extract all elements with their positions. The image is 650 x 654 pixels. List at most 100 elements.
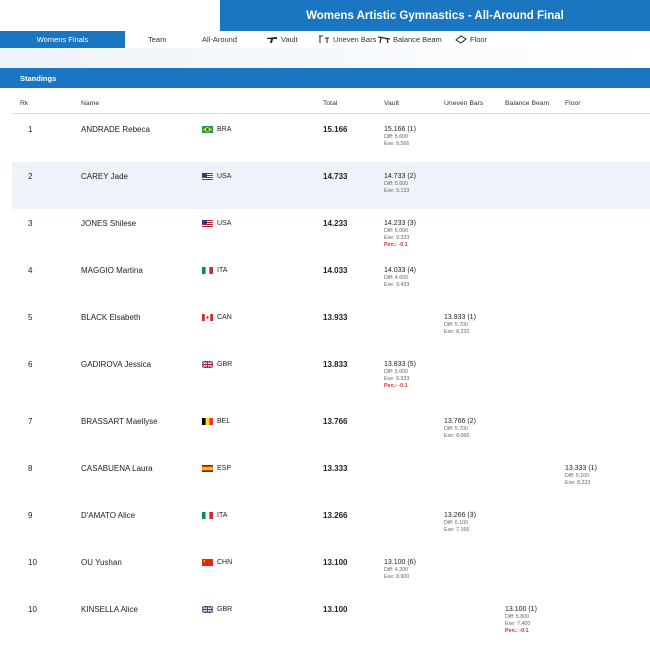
athlete-name[interactable]: CASABUENA Laura [81, 464, 153, 473]
difficulty-score: Diff: 6.100 [444, 520, 469, 526]
athlete-name[interactable]: CAREY Jade [81, 172, 128, 181]
apparatus-score: 13.266 (3) [444, 512, 476, 519]
vault-score-cell: 13.833 (5) Diff: 5.000 Exe: 8.933 Pen.: -0.… [384, 361, 416, 389]
country-code: GBR [217, 361, 233, 368]
table-row[interactable]: 5 BLACK Elsabeth CAN 13.933 13.933 (1) Diff: … [12, 303, 650, 350]
tab-all-around[interactable]: All-Around [202, 31, 237, 48]
flag-icon [202, 173, 213, 180]
tab-label: Vault [281, 35, 298, 44]
country-cell: ITA [202, 512, 227, 519]
table-row[interactable]: 1 ANDRADE Rebeca BRA 15.166 15.166 (1) Diff: … [12, 115, 650, 162]
decorative-band [0, 48, 650, 68]
table-row[interactable]: 10 OU Yushan CHN 13.100 13.100 (6) Diff: 4.20… [12, 548, 650, 595]
column-header-total: Total [323, 100, 338, 107]
tab-team[interactable]: Team [148, 31, 166, 48]
country-code: BEL [217, 418, 231, 425]
athlete-name[interactable]: D'AMATO Alice [81, 511, 136, 520]
tab-label: Balance Beam [393, 35, 442, 44]
rank-cell: 1 [28, 125, 33, 134]
total-score: 13.333 [323, 464, 348, 473]
total-score: 14.733 [323, 172, 348, 181]
rank-cell: 10 [28, 605, 37, 614]
apparatus-score: 13.833 (5) [384, 361, 416, 368]
tab-balance-beam[interactable]: Balance Beam [378, 31, 442, 48]
apparatus-score: 13.333 (1) [565, 465, 597, 472]
penalty-score: Pen.: -0.1 [384, 241, 408, 248]
column-header-balance-beam: Balance Beam [505, 100, 550, 107]
tab-floor[interactable]: Floor [455, 31, 487, 48]
column-header-uneven-bars: Uneven Bars [444, 100, 484, 107]
penalty-score: Pen.: -0.1 [384, 382, 408, 389]
flag-icon [202, 314, 213, 321]
floor-score-cell: 13.333 (1) Diff: 5.100 Exe: 8.233 [565, 465, 597, 488]
tab-vault[interactable]: Vault [266, 31, 298, 48]
section-title: Standings [20, 73, 57, 83]
page-title-bar: Womens Artistic Gymnastics - All-Around … [220, 0, 650, 31]
vault-score-cell: 14.033 (4) Diff: 4.600 Exe: 9.433 [384, 267, 416, 290]
flag-icon [201, 360, 214, 369]
table-row[interactable]: 2 CAREY Jade USA 14.733 14.733 (2) Diff: 5.60… [12, 162, 650, 209]
column-header-floor: Floor [565, 100, 581, 107]
athlete-name[interactable]: ANDRADE Rebeca [81, 125, 150, 134]
athlete-name[interactable]: OU Yushan [81, 558, 122, 567]
flag-icon [202, 267, 213, 274]
difficulty-score: Diff: 5.700 [444, 322, 469, 328]
event-tabs: Womens Finals Team All-Around Vault Unev… [0, 31, 650, 48]
vault-score-cell: 14.733 (2) Diff: 5.600 Exe: 9.133 [384, 173, 416, 196]
rank-cell: 8 [28, 464, 33, 473]
athlete-name[interactable]: MAGGIO Martina [81, 266, 143, 275]
country-code: USA [217, 173, 232, 180]
total-score: 13.766 [323, 417, 348, 426]
athlete-name[interactable]: BRASSART Maellyse [81, 417, 158, 426]
page-title: Womens Artistic Gymnastics - All-Around … [306, 9, 564, 22]
table-row[interactable]: 9 D'AMATO Alice ITA 13.266 13.266 (3) Diff: 6… [12, 501, 650, 548]
tab-uneven-bars[interactable]: Uneven Bars [318, 31, 376, 48]
flag-icon [202, 418, 213, 425]
country-cell: USA [202, 173, 231, 180]
execution-score: Exe: 9.333 [384, 234, 410, 241]
rank-cell: 7 [28, 417, 33, 426]
table-row[interactable]: 6 GADIROVA Jessica GBR 13.833 13.833 (5) Diff… [12, 350, 650, 407]
country-code: ITA [217, 267, 228, 274]
difficulty-score: Diff: 4.200 [384, 567, 409, 573]
difficulty-score: Diff: 5.000 [384, 369, 409, 375]
table-row[interactable]: 3 JONES Shilese USA 14.233 14.233 (3) Diff: 5… [12, 209, 650, 256]
bars-score-cell: 13.933 (1) Diff: 5.700 Exe: 8.233 [444, 314, 476, 337]
total-score: 13.100 [323, 605, 348, 614]
apparatus-score: 13.933 (1) [444, 314, 476, 321]
total-score: 13.833 [323, 360, 348, 369]
total-score: 13.266 [323, 511, 348, 520]
athlete-name[interactable]: BLACK Elsabeth [81, 313, 141, 322]
execution-score: Exe: 8.933 [384, 375, 410, 382]
country-cell: GBR [201, 605, 232, 614]
country-cell: CHN [202, 559, 232, 566]
total-score: 14.233 [323, 219, 348, 228]
country-cell: CAN [202, 314, 232, 321]
table-row[interactable]: 4 MAGGIO Martina ITA 14.033 14.033 (4) Diff: … [12, 256, 650, 303]
difficulty-score: Diff: 5.600 [384, 181, 409, 187]
apparatus-score: 15.166 (1) [384, 126, 416, 133]
athlete-name[interactable]: KINSELLA Alice [81, 605, 138, 614]
column-header-name: Name [81, 100, 100, 107]
flag-icon [202, 559, 213, 566]
country-code: BRA [217, 126, 232, 133]
athlete-name[interactable]: GADIROVA Jessica [81, 360, 152, 369]
execution-score: Exe: 8.066 [444, 432, 470, 439]
tab-label: Team [148, 35, 167, 44]
tab-womens-finals[interactable]: Womens Finals [0, 31, 125, 48]
flag-icon [202, 220, 213, 227]
vault-score-cell: 14.233 (3) Diff: 5.000 Exe: 9.333 Pen.: -0.… [384, 220, 416, 248]
table-row[interactable]: 8 CASABUENA Laura ESP 13.333 13.333 (1) Diff:… [12, 454, 650, 501]
execution-score: Exe: 9.133 [384, 187, 410, 194]
table-row[interactable]: 10 KINSELLA Alice GBR 13.100 13.100 (1) Diff:… [12, 595, 650, 654]
vault-icon [266, 35, 278, 44]
floor-icon [455, 35, 467, 44]
execution-score: Exe: 7.166 [444, 526, 470, 533]
total-score: 15.166 [323, 125, 348, 134]
country-cell: ITA [202, 267, 227, 274]
table-row[interactable]: 7 BRASSART Maellyse BEL 13.766 13.766 (2) Dif… [12, 407, 650, 454]
flag-icon [202, 512, 213, 519]
apparatus-score: 13.100 (6) [384, 559, 416, 566]
total-score: 13.933 [323, 313, 348, 322]
athlete-name[interactable]: JONES Shilese [81, 219, 137, 228]
